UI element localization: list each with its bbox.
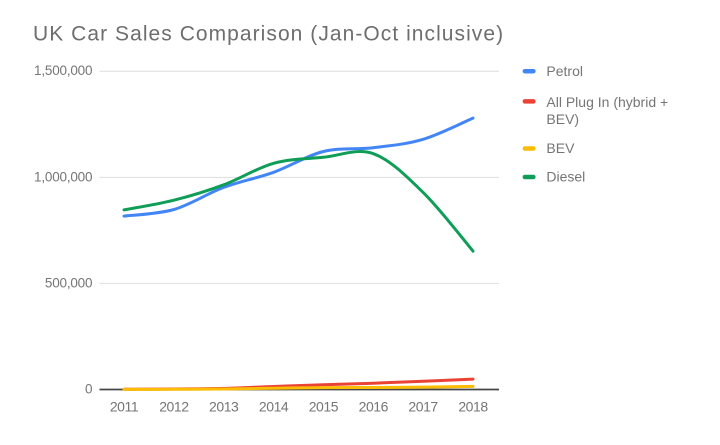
svg-text:2017: 2017	[408, 398, 438, 414]
svg-text:BEV: BEV	[546, 140, 575, 156]
svg-text:All Plug In (hybrid +: All Plug In (hybrid +	[546, 94, 668, 110]
svg-text:Petrol: Petrol	[546, 63, 583, 79]
svg-text:1,500,000: 1,500,000	[34, 63, 92, 78]
svg-text:2016: 2016	[359, 398, 389, 414]
svg-text:BEV): BEV)	[546, 111, 579, 127]
svg-text:2011: 2011	[110, 398, 139, 414]
svg-text:2015: 2015	[309, 398, 339, 414]
svg-text:2014: 2014	[259, 398, 289, 414]
svg-text:Diesel: Diesel	[546, 169, 585, 185]
svg-text:500,000: 500,000	[45, 275, 92, 290]
svg-text:2018: 2018	[458, 398, 488, 414]
svg-text:UK Car Sales Comparison (Jan-O: UK Car Sales Comparison (Jan-Oct inclusi…	[33, 23, 504, 46]
svg-text:2012: 2012	[159, 398, 189, 414]
svg-text:2013: 2013	[209, 398, 239, 414]
svg-text:1,000,000: 1,000,000	[34, 169, 92, 184]
svg-text:0: 0	[85, 381, 92, 396]
